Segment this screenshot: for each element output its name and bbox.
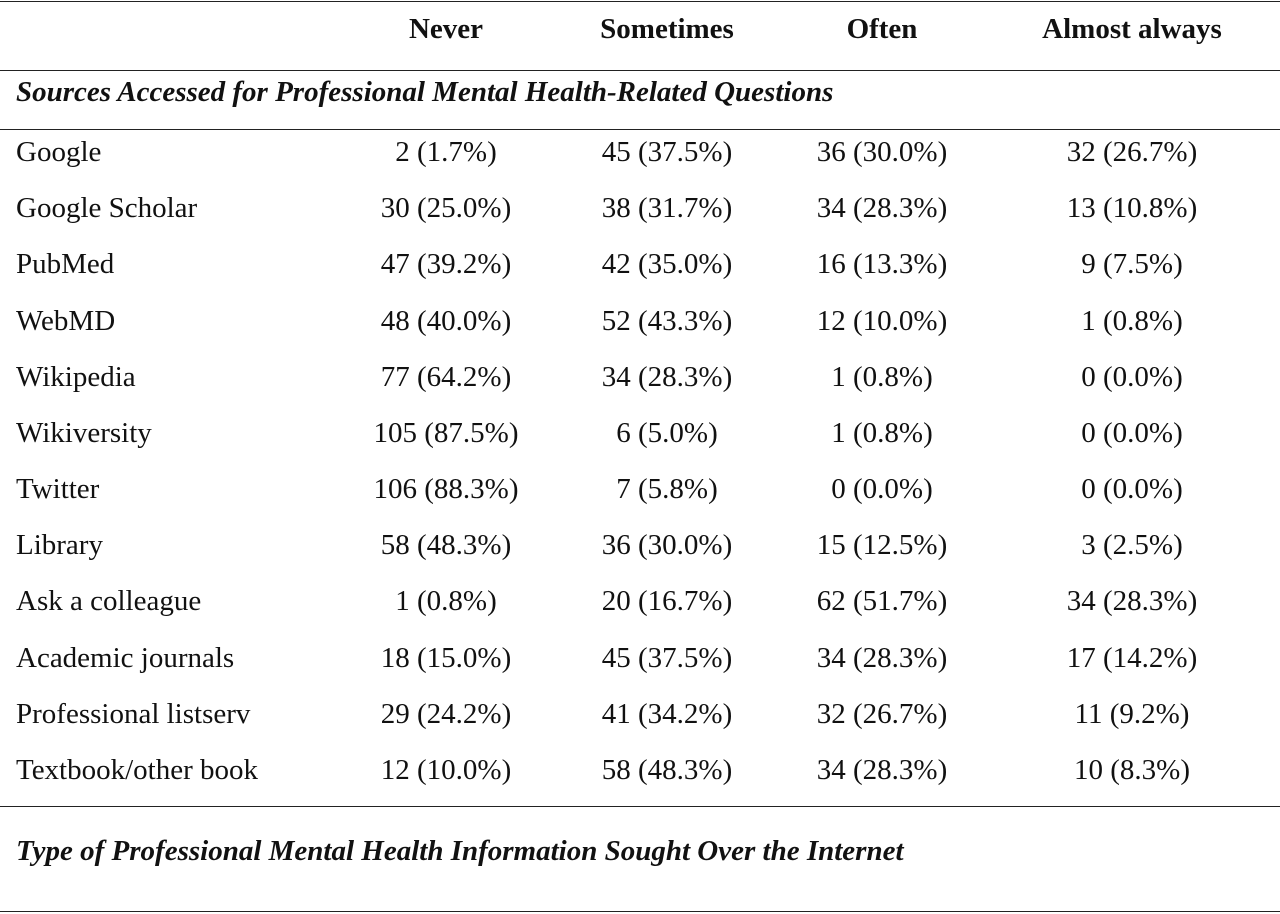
table-cell: 12 (10.0%) (380, 754, 512, 786)
table-top-rule (0, 1, 1280, 2)
table-cell: 34 (28.3%) (816, 192, 948, 224)
row-label: Google (16, 136, 102, 168)
table-bottom-rule (0, 911, 1280, 912)
row-label: Academic journals (16, 642, 235, 674)
table-cell: 58 (48.3%) (380, 529, 512, 561)
section-end-rule (0, 806, 1280, 807)
table-cell: 1 (0.8%) (831, 417, 933, 449)
table-cell: 105 (87.5%) (373, 417, 519, 449)
table-cell: 9 (7.5%) (1081, 248, 1183, 280)
table-cell: 36 (30.0%) (601, 529, 733, 561)
column-header-sometimes: Sometimes (600, 13, 734, 45)
row-label: Library (16, 529, 103, 561)
table-cell: 0 (0.0%) (1081, 417, 1183, 449)
table-cell: 45 (37.5%) (601, 136, 733, 168)
column-header-never: Never (408, 13, 484, 45)
column-header-often: Often (846, 13, 918, 45)
row-label: Google Scholar (16, 192, 198, 224)
table-cell: 77 (64.2%) (380, 361, 512, 393)
table-cell: 47 (39.2%) (380, 248, 512, 280)
table-cell: 34 (28.3%) (816, 754, 948, 786)
row-label: Professional listserv (16, 698, 251, 730)
table-cell: 12 (10.0%) (816, 305, 948, 337)
table-cell: 36 (30.0%) (816, 136, 948, 168)
table-cell: 0 (0.0%) (1081, 361, 1183, 393)
table-cell: 0 (0.0%) (1081, 473, 1183, 505)
table-cell: 106 (88.3%) (373, 473, 519, 505)
table-cell: 20 (16.7%) (601, 585, 733, 617)
column-header-almost-always: Almost always (1042, 13, 1222, 45)
table-cell: 29 (24.2%) (380, 698, 512, 730)
table-cell: 34 (28.3%) (816, 642, 948, 674)
table-cell: 1 (0.8%) (1081, 305, 1183, 337)
table-cell: 11 (9.2%) (1074, 698, 1190, 730)
table-cell: 13 (10.8%) (1066, 192, 1198, 224)
table-cell: 30 (25.0%) (380, 192, 512, 224)
row-label: Wikipedia (16, 361, 136, 393)
table-cell: 10 (8.3%) (1074, 754, 1190, 786)
table-cell: 17 (14.2%) (1066, 642, 1198, 674)
table-cell: 62 (51.7%) (816, 585, 948, 617)
table-cell: 2 (1.7%) (395, 136, 497, 168)
header-bottom-rule (0, 70, 1280, 71)
table-cell: 32 (26.7%) (816, 698, 948, 730)
table-cell: 34 (28.3%) (601, 361, 733, 393)
table-cell: 32 (26.7%) (1066, 136, 1198, 168)
row-label: Wikiversity (16, 417, 152, 449)
table-cell: 1 (0.8%) (831, 361, 933, 393)
section-title-sources: Sources Accessed for Professional Mental… (16, 76, 834, 108)
table-cell: 34 (28.3%) (1066, 585, 1198, 617)
table-cell: 45 (37.5%) (601, 642, 733, 674)
row-label: Twitter (16, 473, 100, 505)
row-label: Ask a colleague (16, 585, 202, 617)
table-cell: 6 (5.0%) (616, 417, 718, 449)
table-cell: 3 (2.5%) (1081, 529, 1183, 561)
row-label: WebMD (16, 305, 116, 337)
table-cell: 48 (40.0%) (380, 305, 512, 337)
table-cell: 38 (31.7%) (601, 192, 733, 224)
section-title-type: Type of Professional Mental Health Infor… (16, 835, 904, 867)
row-label: Textbook/other book (16, 754, 259, 786)
table-cell: 58 (48.3%) (601, 754, 733, 786)
section-title-rule (0, 129, 1280, 130)
table-cell: 7 (5.8%) (616, 473, 718, 505)
row-label: PubMed (16, 248, 115, 280)
table-cell: 0 (0.0%) (831, 473, 933, 505)
table-cell: 18 (15.0%) (380, 642, 512, 674)
table-cell: 15 (12.5%) (816, 529, 948, 561)
table-cell: 41 (34.2%) (601, 698, 733, 730)
table-cell: 1 (0.8%) (395, 585, 497, 617)
table-cell: 52 (43.3%) (601, 305, 733, 337)
table-cell: 16 (13.3%) (816, 248, 948, 280)
table-cell: 42 (35.0%) (601, 248, 733, 280)
